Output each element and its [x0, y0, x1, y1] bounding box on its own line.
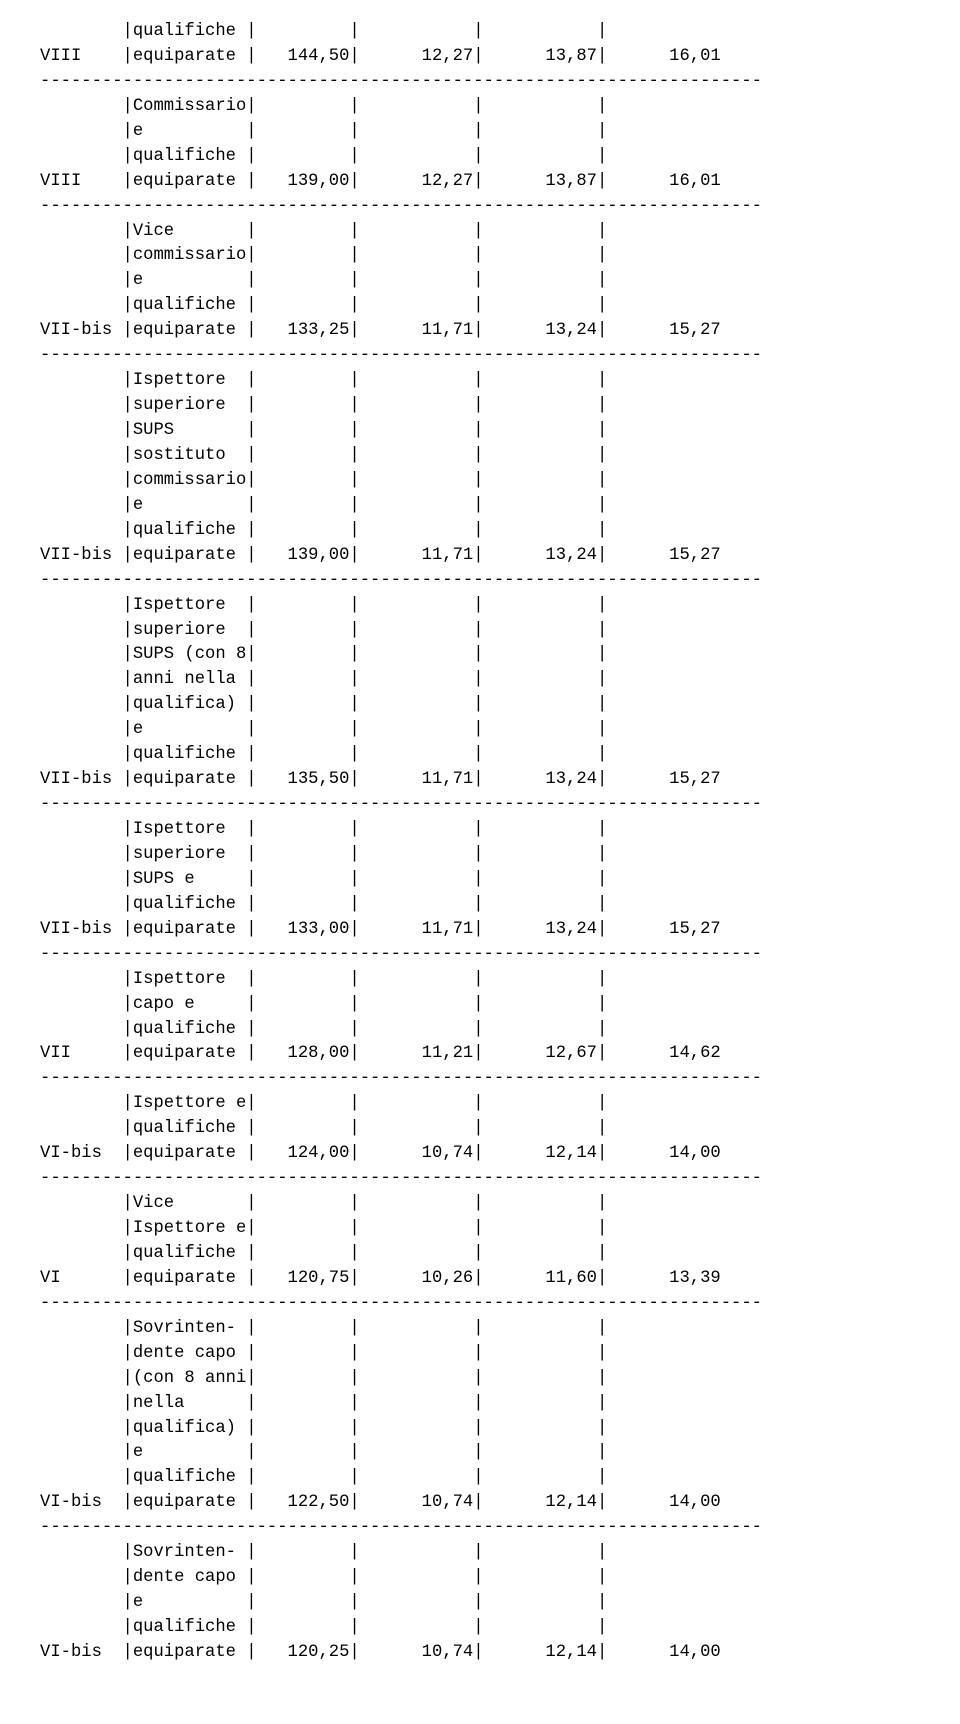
document-page: |qualifiche | | | | VIII |equiparate | 1…	[0, 0, 960, 1724]
table-text: |qualifiche | | | | VIII |equiparate | 1…	[40, 22, 762, 1662]
